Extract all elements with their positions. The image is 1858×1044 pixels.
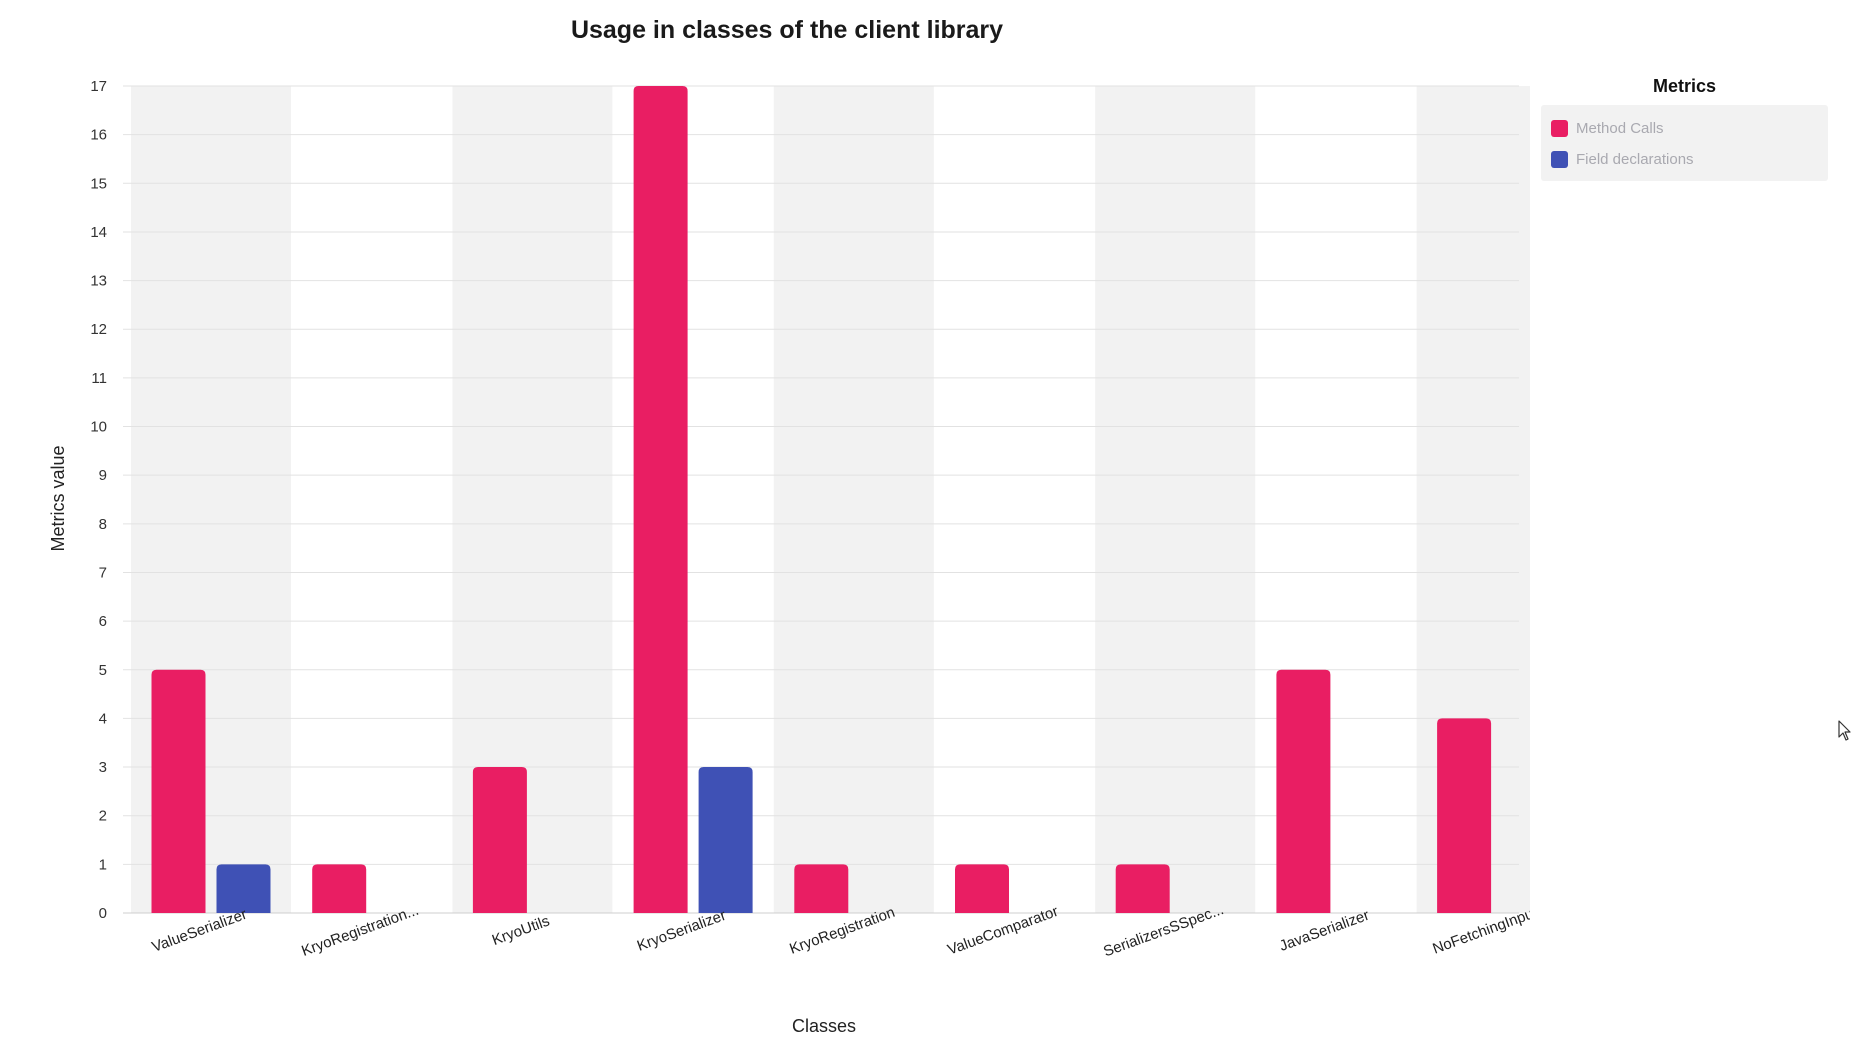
bar-method-calls [955,864,1009,913]
legend-swatch-field-declarations [1551,151,1568,168]
legend-label-field-declarations: Field declarations [1576,151,1694,168]
bar-method-calls [633,86,688,913]
y-tick-label: 1 [99,856,107,873]
x-tick-label: JavaSerializer [1277,907,1371,955]
legend-box: Method Calls Field declarations [1541,105,1828,181]
legend-swatch-method-calls [1551,120,1568,137]
y-tick-label: 8 [99,516,107,533]
y-tick-label: 7 [99,564,107,581]
y-tick-label: 2 [99,808,107,825]
category-band [773,86,934,913]
y-tick-label: 14 [90,224,107,241]
chart-title: Usage in classes of the client library [570,16,1004,44]
y-tick-label: 13 [90,273,107,290]
x-tick-label: KryoUtils [490,913,552,950]
legend-item-method-calls[interactable]: Method Calls [1551,113,1818,144]
y-tick-label: 9 [99,467,107,484]
y-tick-label: 12 [90,321,107,338]
legend-label-method-calls: Method Calls [1576,120,1664,137]
y-tick-label: 3 [99,759,107,776]
bar-method-calls [472,767,527,913]
y-axis-title: Metrics value [48,445,68,551]
legend-item-field-declarations[interactable]: Field declarations [1551,144,1818,175]
bar-field-declarations [216,864,271,913]
bar-method-calls [1437,718,1492,913]
bar-field-declarations [698,767,753,913]
bar-chart: 01234567891011121314151617ValueSerialize… [48,78,1530,1036]
y-tick-label: 15 [90,175,107,192]
y-tick-label: 6 [99,613,107,630]
bar-method-calls [151,669,206,913]
y-tick-label: 11 [91,370,107,387]
mouse-pointer-icon [1838,720,1852,747]
y-tick-label: 10 [90,419,107,436]
y-tick-label: 17 [90,78,107,95]
y-tick-label: 4 [99,710,107,727]
legend: Metrics Method Calls Field declarations [1541,76,1828,181]
x-axis-title: Classes [792,1016,856,1036]
y-tick-label: 16 [90,127,107,144]
y-tick-label: 0 [99,905,107,922]
bar-method-calls [794,864,849,913]
y-tick-label: 5 [99,662,107,679]
x-tick-label: KryoSerializer [635,907,729,955]
bar-method-calls [1115,864,1170,913]
category-band [1095,86,1256,913]
legend-title: Metrics [1652,76,1717,96]
bar-method-calls [312,864,367,913]
bar-method-calls [1276,669,1331,913]
